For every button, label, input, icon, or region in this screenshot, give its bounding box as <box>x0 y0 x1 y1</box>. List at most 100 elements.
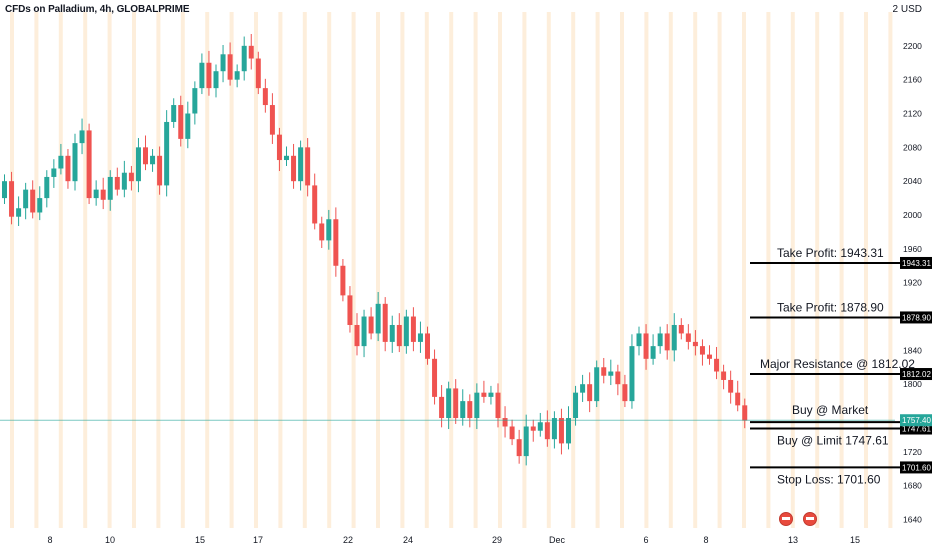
candles <box>2 33 748 466</box>
time-tick-label: 10 <box>105 535 115 545</box>
candle-body <box>227 54 233 80</box>
candle-body <box>135 147 141 182</box>
price-tick-label: 2040 <box>903 176 922 186</box>
candle-body <box>502 418 508 427</box>
session-band <box>839 12 844 528</box>
session-band <box>668 12 673 528</box>
candle-body <box>382 303 388 342</box>
chart-title: CFDs on Palladium, 4h, GLOBALPRIME <box>5 4 190 15</box>
candle-body <box>629 346 635 402</box>
candle-body <box>657 333 663 347</box>
candle-body <box>291 155 297 182</box>
candle-body <box>671 324 677 351</box>
session-band <box>864 12 868 528</box>
candle-body <box>410 316 416 342</box>
candle-body <box>37 198 43 213</box>
candle-body <box>72 143 78 182</box>
price-tag <box>900 461 932 474</box>
trade-levels: Take Profit: 1943.31 Take Profit: 1878.90… <box>0 246 915 486</box>
candle-body <box>558 418 564 444</box>
session-band <box>58 12 63 528</box>
session-band <box>790 12 795 528</box>
price-tag-label: 1878.90 <box>902 313 931 322</box>
session-band <box>522 12 527 528</box>
session-bands <box>10 12 893 528</box>
candle-body <box>248 45 254 59</box>
price-tick-label: 1840 <box>903 345 922 355</box>
level-label: Buy @ Market <box>792 403 869 417</box>
candle-body <box>615 371 621 385</box>
candle-body <box>389 324 395 342</box>
candle-body <box>474 392 480 419</box>
candle-body <box>164 121 170 186</box>
session-band <box>400 12 405 528</box>
candle-body <box>601 367 607 376</box>
time-tick-label: 8 <box>703 535 708 545</box>
candle-body <box>326 219 332 241</box>
candle-body <box>354 324 360 347</box>
candle-body <box>347 295 353 325</box>
economic-event-flag-icon[interactable] <box>779 512 793 526</box>
economic-event-flag-icon[interactable] <box>803 512 817 526</box>
candle-body <box>594 367 600 402</box>
candle-body <box>692 341 698 347</box>
price-tick-label: 1640 <box>903 515 922 525</box>
candle-body <box>375 303 381 334</box>
candle-body <box>298 147 304 182</box>
candle-body <box>16 208 22 217</box>
candle-body <box>114 176 120 190</box>
candle-body <box>417 333 423 342</box>
candle-body <box>573 392 579 419</box>
candle-body <box>516 439 522 457</box>
candle-body <box>432 358 438 397</box>
candle-body <box>495 392 501 419</box>
candle-body <box>65 155 71 182</box>
session-band <box>302 12 307 528</box>
candle-body <box>544 422 550 440</box>
candle-body <box>685 333 691 342</box>
candle-body <box>509 426 515 440</box>
candle-body <box>143 147 148 165</box>
candle-body <box>699 346 705 355</box>
candle-body <box>241 45 247 72</box>
price-tick-label: 2200 <box>903 41 922 51</box>
time-tick-label: 24 <box>403 535 413 545</box>
session-band <box>644 12 649 528</box>
candle-body <box>566 418 571 444</box>
price-tag-label: 1757.40 <box>902 416 931 425</box>
candle-body <box>128 172 134 182</box>
session-band <box>10 12 14 528</box>
level-label: Stop Loss: 1701.60 <box>777 472 881 486</box>
session-band <box>83 12 88 528</box>
candle-body <box>150 155 156 165</box>
candle-body <box>488 392 494 397</box>
price-tick-label: 2160 <box>903 75 922 85</box>
price-tag-label: 1812.02 <box>902 370 931 379</box>
candle-body <box>213 71 219 89</box>
candle-body <box>460 401 466 419</box>
candle-body <box>30 189 36 213</box>
level-label: Major Resistance @ 1812.02 <box>760 357 915 371</box>
session-band <box>693 12 698 528</box>
time-tick-label: Dec <box>549 535 566 545</box>
candle-body <box>319 223 325 241</box>
session-band <box>132 12 136 528</box>
session-band <box>766 12 771 528</box>
candle-body <box>23 189 29 209</box>
candle-body <box>396 324 402 347</box>
candle-body <box>234 71 240 80</box>
price-tick-label: 1720 <box>903 447 922 457</box>
session-band <box>571 12 576 528</box>
price-tag-label: 1701.60 <box>902 463 931 472</box>
candle-body <box>171 105 177 122</box>
candle-body <box>481 392 487 397</box>
candle-body <box>714 358 720 372</box>
candle-body <box>742 405 748 421</box>
candle-body <box>537 422 543 431</box>
price-tag-label: 1943.31 <box>902 259 931 268</box>
candle-body <box>44 176 50 199</box>
price-tag-label: 1747.61 <box>902 425 931 434</box>
candle-body <box>580 384 586 393</box>
candle-body <box>333 219 339 266</box>
